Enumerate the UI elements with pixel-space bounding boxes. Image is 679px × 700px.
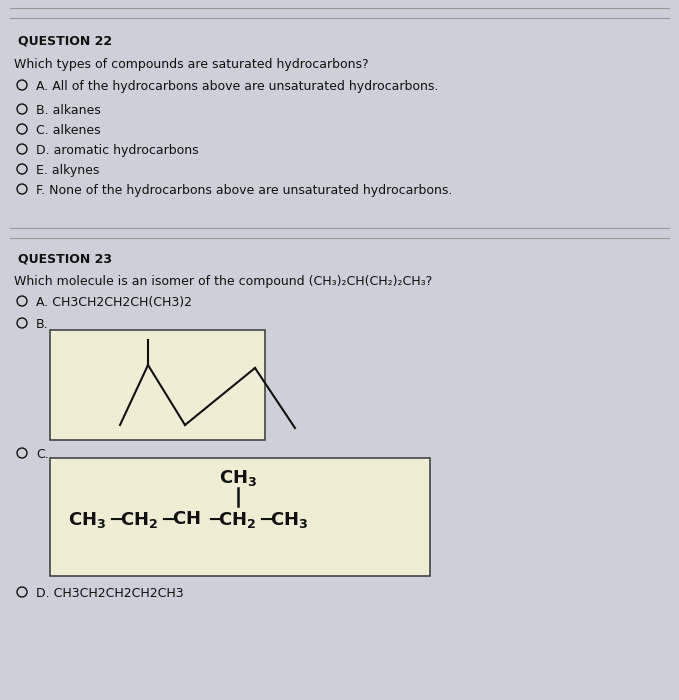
Text: A. All of the hydrocarbons above are unsaturated hydrocarbons.: A. All of the hydrocarbons above are uns… — [36, 80, 439, 93]
Text: $\mathbf{CH_3}$: $\mathbf{CH_3}$ — [68, 510, 106, 530]
Text: $\mathbf{CH_2}$: $\mathbf{CH_2}$ — [120, 510, 158, 530]
Text: $\mathbf{-}$: $\mathbf{-}$ — [207, 510, 222, 528]
Text: Which molecule is an isomer of the compound (CH₃)₂CH(CH₂)₂CH₃?: Which molecule is an isomer of the compo… — [14, 275, 433, 288]
Text: C. alkenes: C. alkenes — [36, 124, 100, 137]
Text: $\mathbf{CH_3}$: $\mathbf{CH_3}$ — [219, 468, 257, 488]
Text: D. CH3CH2CH2CH2CH3: D. CH3CH2CH2CH2CH3 — [36, 587, 183, 600]
Text: $\mathbf{CH}$: $\mathbf{CH}$ — [172, 510, 200, 528]
Text: Which types of compounds are saturated hydrocarbons?: Which types of compounds are saturated h… — [14, 58, 369, 71]
Text: D. aromatic hydrocarbons: D. aromatic hydrocarbons — [36, 144, 199, 157]
Bar — [50, 330, 265, 440]
Text: $\mathbf{-}$: $\mathbf{-}$ — [108, 510, 123, 528]
Text: B.: B. — [36, 318, 49, 331]
Text: C.: C. — [36, 448, 49, 461]
Text: A. CH3CH2CH2CH(CH3)2: A. CH3CH2CH2CH(CH3)2 — [36, 296, 192, 309]
Text: $\mathbf{-}$: $\mathbf{-}$ — [160, 510, 175, 528]
Text: $\mathbf{-}$: $\mathbf{-}$ — [258, 510, 273, 528]
Bar — [50, 458, 430, 576]
Text: QUESTION 22: QUESTION 22 — [18, 35, 112, 48]
Text: B. alkanes: B. alkanes — [36, 104, 100, 117]
Text: QUESTION 23: QUESTION 23 — [18, 252, 112, 265]
Text: $\mathbf{CH_3}$: $\mathbf{CH_3}$ — [270, 510, 308, 530]
Text: E. alkynes: E. alkynes — [36, 164, 99, 177]
Text: F. None of the hydrocarbons above are unsaturated hydrocarbons.: F. None of the hydrocarbons above are un… — [36, 184, 452, 197]
Text: $\mathbf{CH_2}$: $\mathbf{CH_2}$ — [218, 510, 256, 530]
